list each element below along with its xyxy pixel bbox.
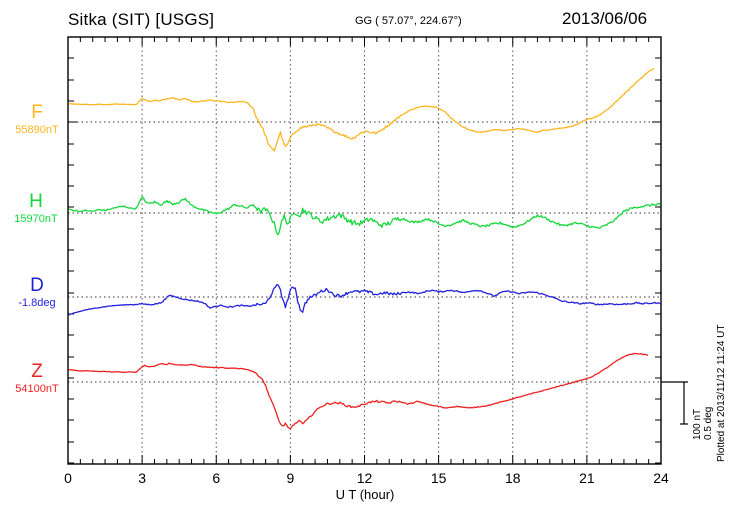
series-label-d-baseline: -1.8deg (18, 297, 56, 309)
x-tick-label-12: 12 (356, 470, 373, 486)
series-label-h-baseline: 15970nT (14, 213, 58, 225)
series-label-d: D -1.8deg (8, 276, 66, 310)
x-tick-label-21: 21 (579, 470, 595, 486)
axis-ticks (67, 36, 662, 464)
trace-f (68, 68, 655, 152)
x-tick-label-0: 0 (64, 470, 72, 486)
x-tick-label-18: 18 (504, 470, 521, 486)
x-tick-label-6: 6 (212, 470, 221, 486)
x-tick-label-3: 3 (138, 470, 147, 486)
series-label-d-name: D (30, 275, 44, 296)
series-label-z-name: Z (31, 361, 43, 382)
series-label-z: Z 54100nT (8, 362, 66, 396)
grid-lines (68, 37, 661, 464)
trace-d (68, 284, 661, 316)
trace-h (68, 196, 661, 236)
scale-bar-legend: 100 nT 0.5 deg (692, 407, 714, 440)
geographic-coordinates: GG ( 57.07°, 224.67°) (355, 15, 462, 27)
series-label-f: F 55890nT (8, 103, 66, 137)
page-title: Sitka (SIT) [USGS] (68, 10, 215, 29)
plotted-at-timestamp: Plotted at 2013/11/12 11:24 UT (716, 324, 727, 462)
trace-z (68, 352, 649, 430)
series-label-f-baseline: 55890nT (15, 124, 59, 136)
scale-bar-deg: 0.5 deg (703, 406, 714, 440)
series-label-h: H 15970nT (6, 192, 66, 226)
series-label-f-name: F (31, 102, 43, 123)
x-tick-label-9: 9 (286, 470, 295, 486)
scale-bar-nt: 100 nT (692, 408, 703, 440)
observation-date: 2013/06/06 (562, 9, 648, 28)
plot-frame (67, 36, 662, 465)
x-tick-label-15: 15 (430, 470, 447, 486)
series-label-h-name: H (29, 191, 43, 212)
scale-bar (661, 381, 688, 425)
x-axis-title: U T (hour) (335, 487, 395, 502)
data-traces (68, 68, 661, 430)
series-label-z-baseline: 54100nT (15, 383, 59, 395)
x-tick-label-24: 24 (653, 470, 669, 486)
